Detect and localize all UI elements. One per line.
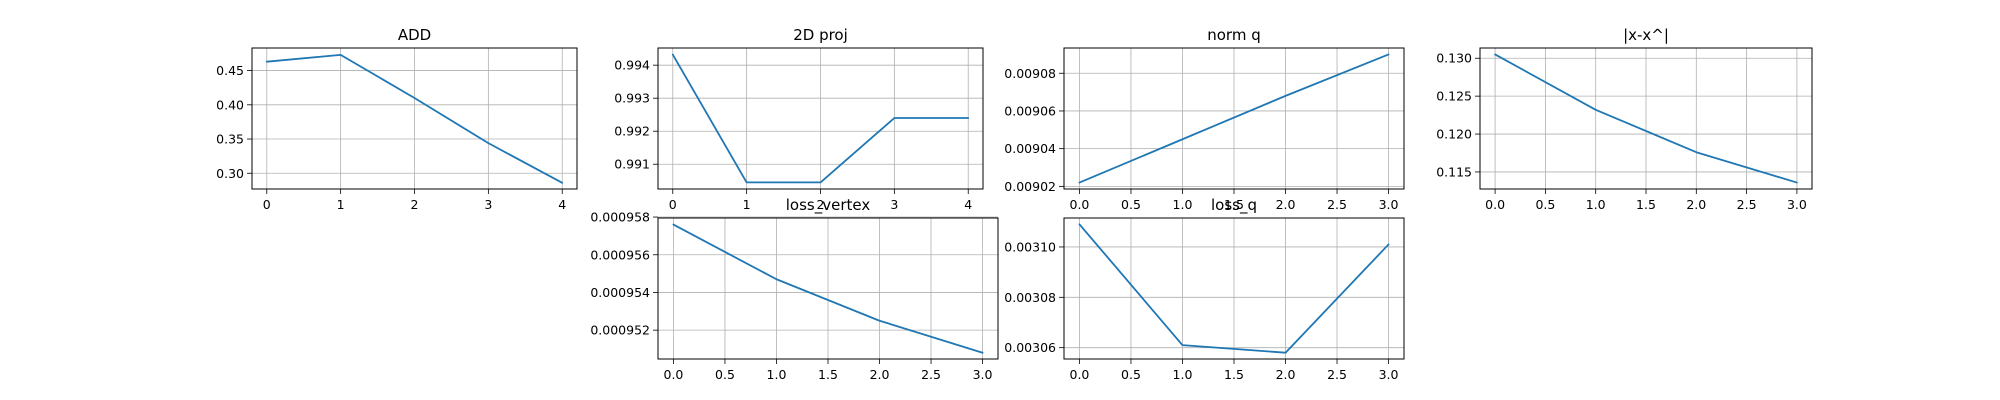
y-tick-label: 0.40 bbox=[216, 97, 244, 112]
y-tick-label: 0.00902 bbox=[1004, 179, 1056, 194]
x-tick-label: 4 bbox=[964, 197, 972, 212]
x-tick-label: 0.5 bbox=[1121, 367, 1141, 382]
subplot-6: 0.0 0.5 1.0 1.5 2.0 2.5 3.0 0.00306 0.00308 0.003… bbox=[1004, 196, 1405, 382]
x-tick-label: 3.0 bbox=[973, 367, 993, 382]
chart-title: |x-x^| bbox=[1623, 26, 1669, 44]
x-tick-label: 2 bbox=[817, 197, 825, 212]
y-tick-label: 0.991 bbox=[614, 157, 650, 172]
y-tick-label: 0.00906 bbox=[1004, 103, 1056, 118]
series-line bbox=[672, 223, 984, 354]
x-tick-label: 2.5 bbox=[921, 367, 941, 382]
y-tick-label: 0.000958 bbox=[590, 210, 650, 225]
y-tick-label: 0.00308 bbox=[1004, 290, 1056, 305]
x-tick-label: 1.0 bbox=[1173, 367, 1193, 382]
y-tick-label: 0.130 bbox=[1436, 51, 1472, 66]
y-tick-label: 0.115 bbox=[1436, 164, 1472, 179]
y-tick-label: 0.120 bbox=[1436, 127, 1472, 142]
y-tick-label: 0.994 bbox=[614, 58, 650, 73]
chart-title: loss_q bbox=[1211, 196, 1257, 215]
x-tick-label: 1 bbox=[743, 197, 751, 212]
x-tick-label: 4 bbox=[558, 197, 566, 212]
y-tick-label: 0.00310 bbox=[1004, 239, 1056, 254]
x-tick-label: 1.5 bbox=[818, 367, 838, 382]
chart-title: 2D proj bbox=[793, 26, 848, 44]
subplot-4: 0.0 0.5 1.0 1.5 2.0 2.5 3.0 0.115 0.120 0.125 0.13… bbox=[1436, 26, 1813, 212]
y-tick-label: 0.00908 bbox=[1004, 66, 1056, 81]
x-tick-label: 1.0 bbox=[1173, 197, 1193, 212]
x-tick-label: 3.0 bbox=[1379, 197, 1399, 212]
x-tick-label: 0.5 bbox=[1121, 197, 1141, 212]
y-tick-label: 0.45 bbox=[216, 63, 244, 78]
subplot-5: 0.0 0.5 1.0 1.5 2.0 2.5 3.0 0.000952 0.000954 0.0… bbox=[590, 196, 999, 382]
subplot-1: 0 1 2 3 4 0.30 0.35 0.40 0.45 ADD bbox=[216, 26, 578, 212]
y-tick-label: 0.00306 bbox=[1004, 340, 1056, 355]
series-line bbox=[1078, 53, 1390, 184]
series-line bbox=[1494, 53, 1798, 184]
x-tick-label: 1.5 bbox=[1636, 197, 1656, 212]
x-tick-label: 2.0 bbox=[1686, 197, 1706, 212]
x-tick-label: 2.0 bbox=[1276, 197, 1296, 212]
x-tick-label: 1.0 bbox=[1586, 197, 1606, 212]
x-tick-label: 2.0 bbox=[1276, 367, 1296, 382]
x-tick-label: 1 bbox=[337, 197, 345, 212]
x-tick-label: 1.5 bbox=[1224, 197, 1244, 212]
x-tick-label: 3 bbox=[484, 197, 492, 212]
y-tick-label: 0.00904 bbox=[1004, 141, 1056, 156]
series-line bbox=[1078, 223, 1390, 354]
x-tick-label: 2 bbox=[411, 197, 419, 212]
y-tick-label: 0.000952 bbox=[590, 323, 650, 338]
y-tick-label: 0.000956 bbox=[590, 247, 650, 262]
x-tick-label: 0.0 bbox=[1485, 197, 1505, 212]
y-tick-label: 0.000954 bbox=[590, 285, 650, 300]
y-tick-label: 0.992 bbox=[614, 124, 650, 139]
subplot-2: 0 1 2 3 4 0.991 0.992 0.993 0.994 2D proj bbox=[614, 26, 984, 212]
x-tick-label: 1.5 bbox=[1224, 367, 1244, 382]
x-tick-label: 0 bbox=[669, 197, 677, 212]
x-tick-label: 3.0 bbox=[1787, 197, 1807, 212]
x-tick-label: 3 bbox=[890, 197, 898, 212]
x-tick-label: 0.5 bbox=[1535, 197, 1555, 212]
x-tick-label: 2.5 bbox=[1327, 367, 1347, 382]
chart-title: ADD bbox=[398, 26, 431, 44]
y-tick-label: 0.30 bbox=[216, 166, 244, 181]
chart-title: norm q bbox=[1207, 26, 1261, 44]
x-tick-label: 2.0 bbox=[870, 367, 890, 382]
x-tick-label: 3.0 bbox=[1379, 367, 1399, 382]
y-tick-label: 0.125 bbox=[1436, 89, 1472, 104]
x-tick-label: 2.5 bbox=[1737, 197, 1757, 212]
x-tick-label: 2.5 bbox=[1327, 197, 1347, 212]
y-tick-label: 0.35 bbox=[216, 132, 244, 147]
x-tick-label: 0 bbox=[263, 197, 271, 212]
x-tick-label: 0.0 bbox=[1070, 367, 1090, 382]
x-tick-label: 0.0 bbox=[1070, 197, 1090, 212]
chart-title: loss_vertex bbox=[786, 196, 871, 215]
x-tick-label: 0.5 bbox=[715, 367, 735, 382]
x-tick-label: 1.0 bbox=[767, 367, 787, 382]
x-tick-label: 0.0 bbox=[664, 367, 684, 382]
y-tick-label: 0.993 bbox=[614, 91, 650, 106]
subplot-3: 0.0 0.5 1.0 1.5 2.0 2.5 3.0 0.00902 0.00904 0.009… bbox=[1004, 26, 1405, 212]
